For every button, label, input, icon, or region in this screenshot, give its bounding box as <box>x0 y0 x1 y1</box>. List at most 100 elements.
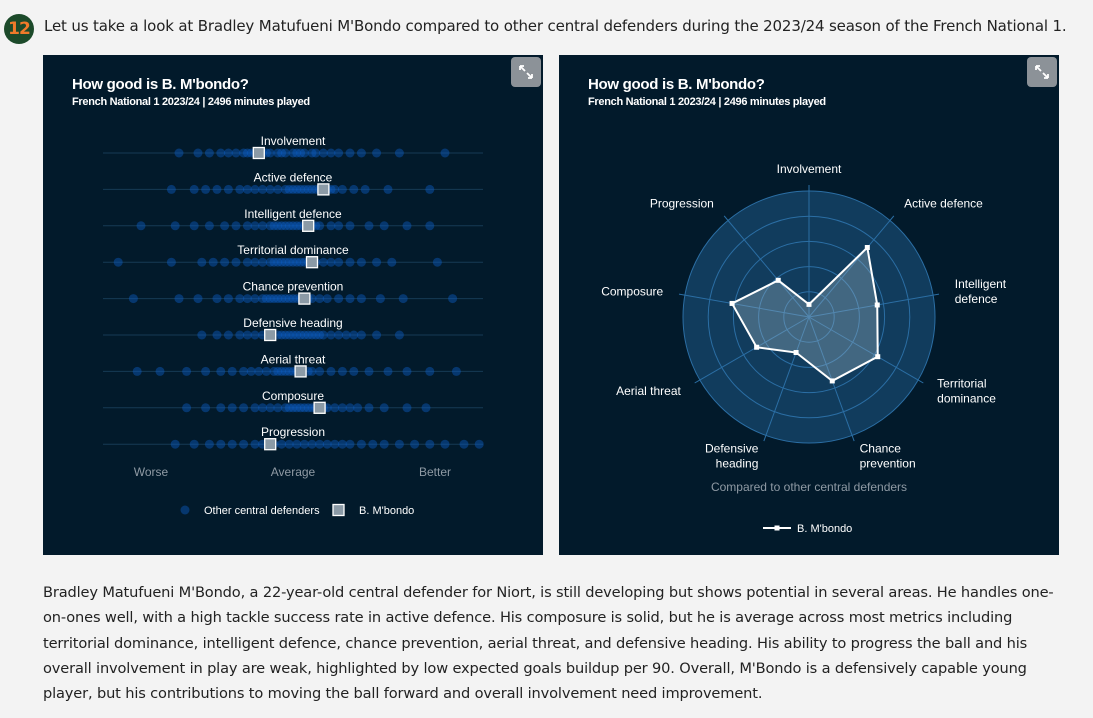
expand-button-left[interactable] <box>511 57 541 87</box>
other-defender-dot <box>337 439 347 449</box>
other-defender-dot <box>250 439 260 449</box>
other-defender-dot <box>299 403 309 413</box>
other-defender-dot <box>223 184 233 194</box>
analysis-paragraph: Bradley Matufueni M'Bondo, a 22-year-old… <box>43 584 1054 703</box>
other-defender-dot <box>212 330 222 340</box>
other-defender-dot <box>440 439 450 449</box>
other-defender-dot <box>334 294 344 304</box>
other-defender-dot <box>280 184 290 194</box>
other-defender-dot <box>356 330 366 340</box>
expand-button-right[interactable] <box>1027 57 1057 87</box>
radar-axis-label-line: Aerial threat <box>616 384 681 398</box>
other-defender-dot <box>299 439 309 449</box>
other-defender-dot <box>155 366 165 376</box>
other-defender-dot <box>193 294 203 304</box>
other-defender-dot <box>337 366 347 376</box>
other-defender-dot <box>292 403 302 413</box>
player-marker <box>264 438 277 451</box>
radar-axis-label: Progression <box>650 197 714 211</box>
other-defender-dot <box>334 257 344 267</box>
radar-axis-label: Aerial threat <box>616 384 681 398</box>
other-defender-dot <box>197 257 207 267</box>
other-defender-dot <box>284 294 294 304</box>
other-defender-dot <box>432 257 442 267</box>
other-defender-dot <box>375 294 385 304</box>
other-defender-dot <box>231 148 241 158</box>
other-defender-dot <box>273 366 283 376</box>
other-defender-dot <box>296 148 306 158</box>
other-defender-dot <box>189 439 199 449</box>
intro-text: Let us take a look at Bradley Matufueni … <box>44 17 1067 35</box>
other-defender-dot <box>231 257 241 267</box>
other-defender-dot <box>318 148 328 158</box>
other-defender-dot <box>402 403 412 413</box>
other-defender-dot <box>288 330 298 340</box>
other-defender-dot <box>223 148 233 158</box>
other-defender-dot <box>402 366 412 376</box>
player-marker <box>264 328 277 342</box>
other-defender-dot <box>318 330 328 340</box>
other-defender-dot <box>292 439 302 449</box>
player-marker <box>305 256 319 269</box>
other-defender-dot <box>410 439 420 449</box>
other-defender-dot <box>269 366 279 376</box>
other-defender-dot <box>345 221 355 231</box>
radar-axis-label: Defensive heading <box>705 442 759 471</box>
other-defender-dot <box>284 184 294 194</box>
other-defender-dot <box>334 221 344 231</box>
other-defender-dot <box>242 148 252 158</box>
other-defender-dot <box>360 184 370 194</box>
other-defender-dot <box>315 294 325 304</box>
other-defender-dot <box>311 148 321 158</box>
radar-chart-title: How good is B. M'bondo? <box>588 76 765 93</box>
other-defender-dot <box>254 366 264 376</box>
other-defender-dot <box>337 184 347 194</box>
player-radar-point <box>775 277 781 283</box>
other-defender-dot <box>220 257 230 267</box>
radar-spoke <box>763 316 810 442</box>
other-defender-dot <box>280 366 290 376</box>
other-defender-dot <box>273 184 283 194</box>
radar-chart-panel: How good is B. M'bondo? French National … <box>559 55 1059 555</box>
other-defender-dot <box>265 257 275 267</box>
other-defender-dot <box>166 257 176 267</box>
other-defender-dot <box>288 294 298 304</box>
axis-label-worse: Worse <box>134 465 169 479</box>
other-defender-dot <box>269 294 279 304</box>
player-radar-point <box>806 301 812 307</box>
strip-chart: Involvement Active defence Intelligent def… <box>103 134 484 517</box>
other-defender-dot <box>277 366 287 376</box>
radar-axis-label-line: Chance <box>860 442 902 456</box>
other-defender-dot <box>345 148 355 158</box>
other-defender-dot <box>356 148 366 158</box>
other-defender-dot <box>379 439 389 449</box>
radar-axis-label-line: dominance <box>937 392 996 406</box>
strip-chart-subtitle: French National 1 2023/24 | 2496 minutes… <box>72 96 310 108</box>
legend-player-label: B. M'bondo <box>797 523 852 535</box>
player-radar-shape <box>730 245 879 383</box>
other-defender-dot <box>284 439 294 449</box>
other-defender-dot <box>242 330 252 340</box>
metric-label: Intelligent defence <box>244 207 342 221</box>
other-defender-dot <box>277 148 287 158</box>
legend-player-swatch <box>332 503 345 517</box>
other-defender-dot <box>307 366 317 376</box>
radar-axis-label: Intelligent defence <box>955 277 1007 306</box>
other-defender-dot <box>170 221 180 231</box>
other-defender-dot <box>242 294 252 304</box>
player-marker <box>294 365 307 378</box>
other-defender-dot <box>166 184 176 194</box>
player-marker <box>252 146 265 160</box>
other-defender-dot <box>349 330 359 340</box>
other-defender-dot <box>258 184 268 194</box>
other-defender-dot <box>189 184 199 194</box>
other-defender-dot <box>356 294 366 304</box>
other-defender-dot <box>201 184 211 194</box>
other-defender-dot <box>402 221 412 231</box>
other-defender-dot <box>345 403 355 413</box>
other-defender-dot <box>368 439 378 449</box>
other-defender-dot <box>315 366 325 376</box>
other-defender-dot <box>250 294 260 304</box>
other-defender-dot <box>227 439 237 449</box>
other-defender-dot <box>330 439 340 449</box>
